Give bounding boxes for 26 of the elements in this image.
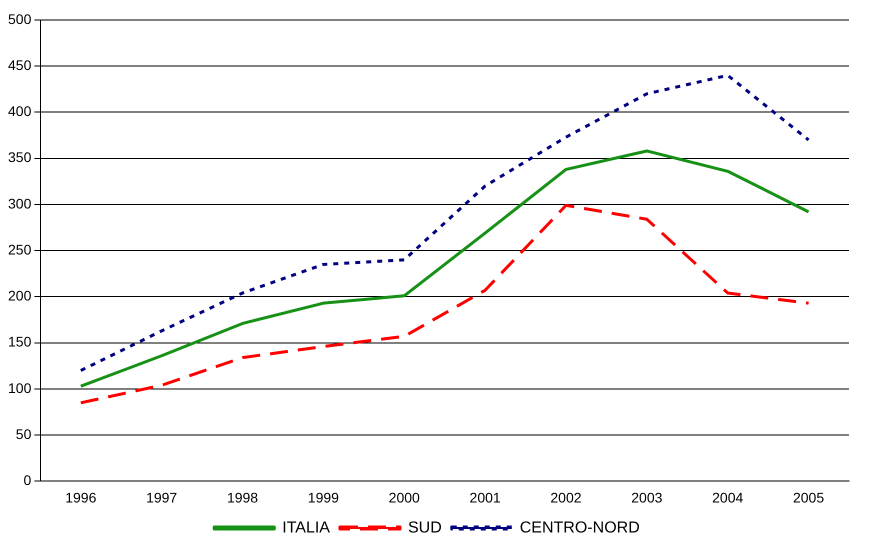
x-tick-label: 1997 (146, 489, 178, 506)
y-tick-label: 0 (24, 472, 32, 488)
x-tick-label: 2002 (550, 489, 582, 506)
x-tick-label: 2003 (631, 489, 663, 506)
y-tick-label: 500 (8, 10, 32, 27)
x-tick-label: 1999 (308, 489, 340, 506)
legend-label: SUD (408, 519, 442, 536)
y-tick-label: 400 (8, 103, 32, 120)
y-tick-label: 350 (8, 149, 32, 166)
y-tick-label: 50 (16, 426, 32, 442)
line-series (79, 204, 810, 404)
line-series (79, 74, 810, 372)
x-tick-label: 1998 (226, 489, 258, 506)
y-tick-label: 100 (8, 380, 32, 396)
y-tick-label: 300 (8, 195, 32, 212)
x-tick-label: 2001 (470, 489, 501, 506)
x-tick-label: 2004 (712, 489, 744, 506)
y-tick-label: 150 (8, 334, 32, 350)
x-tick-label: 2000 (388, 489, 420, 506)
x-tick-label: 2005 (792, 489, 824, 506)
y-tick-label: 200 (8, 288, 32, 304)
legend-label: ITALIA (282, 519, 330, 536)
legend-label: CENTRO-NORD (520, 519, 640, 536)
y-tick-label: 450 (8, 56, 32, 73)
x-tick-label: 1996 (65, 489, 97, 506)
y-tick-label: 250 (8, 241, 32, 258)
